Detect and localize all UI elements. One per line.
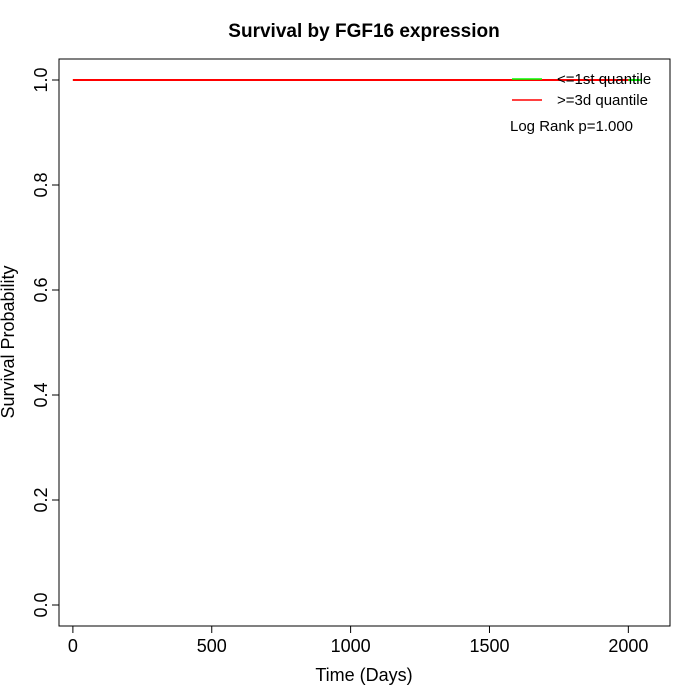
legend-label-1: <=1st quantile: [557, 71, 651, 88]
x-axis: 0 500 1000 1500 2000: [68, 625, 648, 656]
y-axis-label: Survival Probability: [0, 265, 18, 418]
x-tick-label: 1500: [469, 636, 509, 656]
y-axis: 0.0 0.2 0.4 0.6 0.8 1.0: [31, 67, 60, 618]
y-tick-label: 0.6: [31, 277, 51, 302]
y-tick-label: 1.0: [31, 67, 51, 92]
x-tick-label: 2000: [608, 636, 648, 656]
plot-frame: [58, 58, 671, 627]
y-tick-label: 0.2: [31, 487, 51, 512]
legend: <=1st quantile >=3d quantile: [512, 71, 651, 109]
chart-title: Survival by FGF16 expression: [228, 21, 499, 42]
y-tick-label: 0.0: [31, 592, 51, 617]
y-tick-label: 0.8: [31, 172, 51, 197]
y-tick-label: 0.4: [31, 382, 51, 407]
legend-label-2: >=3d quantile: [557, 92, 648, 109]
x-tick-label: 500: [197, 636, 227, 656]
x-tick-label: 1000: [331, 636, 371, 656]
x-axis-label: Time (Days): [315, 665, 412, 685]
log-rank-annotation: Log Rank p=1.000: [510, 118, 633, 135]
x-tick-label: 0: [68, 636, 78, 656]
